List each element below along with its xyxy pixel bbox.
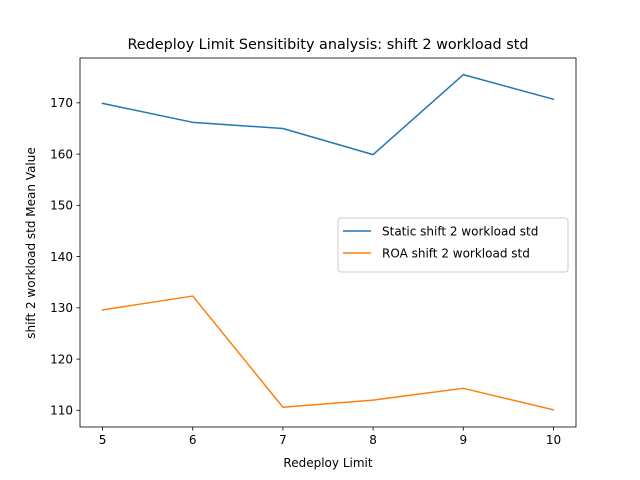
x-tick-label: 9 (459, 433, 467, 447)
y-tick-label: 140 (50, 250, 73, 264)
y-tick-label: 150 (50, 199, 73, 213)
x-tick-label: 8 (369, 433, 377, 447)
plot-area: 5 6 7 8 9 10 110 120 130 140 150 160 170 (50, 57, 577, 447)
legend: Static shift 2 workload std ROA shift 2 w… (337, 217, 569, 273)
y-tick-label: 110 (50, 404, 73, 418)
axes-frame (79, 57, 577, 428)
x-tick-label: 6 (189, 433, 197, 447)
x-tick-label: 10 (546, 433, 561, 447)
y-tick-label: 160 (50, 147, 73, 161)
legend-box (337, 217, 569, 273)
y-tick-label: 120 (50, 352, 73, 366)
chart-title: Redeploy Limit Sensitibity analysis: shi… (127, 37, 528, 53)
x-tick-label: 7 (279, 433, 287, 447)
y-tick-label: 170 (50, 96, 73, 110)
y-tick-label: 130 (50, 301, 73, 315)
series-line-2 (101, 295, 555, 411)
y-axis-label: shift 2 workload std Mean Value (24, 147, 38, 339)
x-axis-label: Redeploy Limit (283, 456, 372, 470)
series-line-1 (101, 73, 555, 156)
legend-label-1: Static shift 2 workload std (382, 224, 538, 238)
legend-label-2: ROA shift 2 workload std (382, 246, 530, 260)
x-tick-label: 5 (99, 433, 107, 447)
